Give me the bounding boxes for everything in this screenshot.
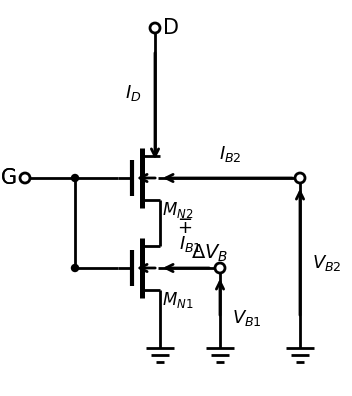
Text: $I_{B1}$: $I_{B1}$ — [178, 234, 201, 254]
Text: $I_{B2}$: $I_{B2}$ — [219, 144, 241, 164]
Text: $-$: $-$ — [177, 209, 193, 227]
Circle shape — [215, 263, 225, 273]
Circle shape — [150, 23, 160, 33]
Text: $V_{B2}$: $V_{B2}$ — [312, 253, 342, 273]
Text: $M_{N1}$: $M_{N1}$ — [162, 290, 194, 310]
Text: G: G — [1, 168, 17, 188]
Text: $V_{B1}$: $V_{B1}$ — [232, 308, 262, 328]
Circle shape — [295, 173, 305, 183]
Text: $\Delta V_B$: $\Delta V_B$ — [191, 242, 228, 264]
Text: +: + — [177, 219, 193, 237]
Circle shape — [71, 265, 78, 272]
Text: $M_{N2}$: $M_{N2}$ — [162, 200, 193, 220]
Text: G: G — [1, 168, 17, 188]
Circle shape — [71, 175, 78, 181]
Text: D: D — [163, 18, 179, 38]
Circle shape — [20, 173, 30, 183]
Text: $I_D$: $I_D$ — [125, 83, 141, 103]
